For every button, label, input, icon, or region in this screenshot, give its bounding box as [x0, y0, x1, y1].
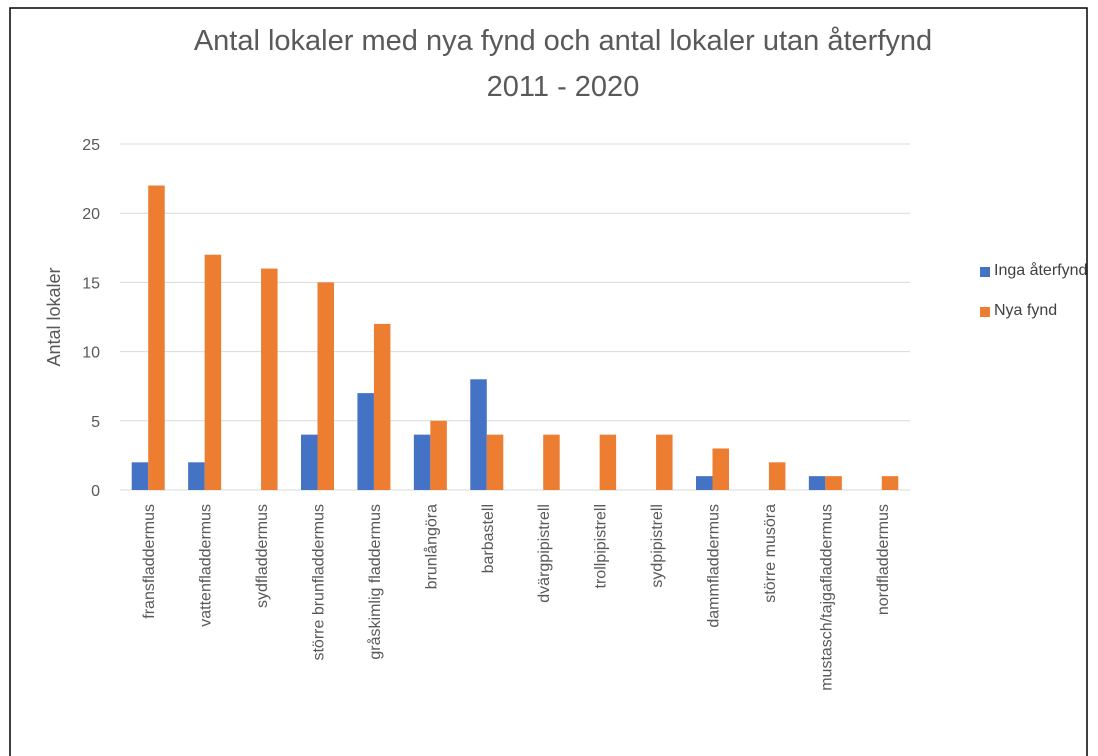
- y-tick-label: 20: [82, 206, 100, 223]
- y-tick-label: 15: [82, 275, 100, 292]
- y-tick-label: 10: [82, 345, 100, 362]
- bar: [413, 434, 431, 490]
- bar: [470, 379, 487, 490]
- legend-label: Inga återfynd: [994, 262, 1088, 279]
- legend-item: Nya fynd: [980, 302, 1095, 320]
- bar: [261, 268, 278, 490]
- chart-title: 2011 - 2020: [487, 71, 640, 103]
- bar: [148, 185, 165, 490]
- x-tick-label: större musöra: [762, 504, 779, 603]
- bar: [131, 462, 149, 490]
- legend-swatch: [980, 307, 990, 317]
- y-tick-label: 0: [91, 483, 100, 500]
- bar: [825, 476, 842, 490]
- frame: [9, 7, 1088, 756]
- bar: [301, 434, 318, 490]
- x-tick-label: trollpipistrell: [593, 504, 610, 588]
- bar: [188, 462, 205, 490]
- x-tick-label: större brunfladdermus: [311, 504, 328, 661]
- x-tick-label: fransfladdermus: [141, 504, 158, 619]
- bar: [768, 462, 786, 490]
- legend-swatch: [980, 267, 990, 277]
- bar: [204, 254, 222, 490]
- y-tick-label: 25: [82, 137, 100, 154]
- x-tick-label: vattenfladdermus: [198, 504, 215, 627]
- chart-title: Antal lokaler med nya fynd och antal lok…: [194, 25, 932, 57]
- x-tick-label: mustasch/tajgafladdermus: [818, 504, 835, 691]
- bar: [317, 282, 334, 490]
- x-tick-label: barbastell: [480, 504, 497, 573]
- x-tick-label: sydfladdermus: [254, 504, 271, 608]
- bar: [712, 448, 729, 490]
- bar: [656, 434, 673, 490]
- bar: [881, 476, 899, 490]
- bar: [696, 476, 713, 490]
- bar: [543, 434, 560, 490]
- x-tick-label: gråskimlig fladdermus: [366, 504, 384, 660]
- bar: [486, 434, 504, 490]
- x-tick-label: sydpipistrell: [649, 504, 666, 588]
- x-tick-label: brunlångöra: [422, 504, 440, 590]
- legend-item: Inga återfynd: [980, 262, 1095, 280]
- x-tick-label: dammfladdermus: [706, 504, 723, 628]
- x-tick-label: nordfladdermus: [875, 504, 892, 615]
- bar: [599, 434, 617, 490]
- bar: [430, 420, 447, 490]
- bar: [357, 393, 374, 490]
- x-tick-label: dvärgpipistrell: [536, 504, 553, 603]
- y-axis-label: Antal lokaler: [44, 267, 64, 366]
- legend: Inga återfynd Nya fynd: [980, 262, 1095, 342]
- bar: [808, 476, 826, 490]
- y-tick-label: 5: [91, 414, 100, 431]
- bar: [373, 323, 391, 490]
- legend-label: Nya fynd: [994, 302, 1058, 319]
